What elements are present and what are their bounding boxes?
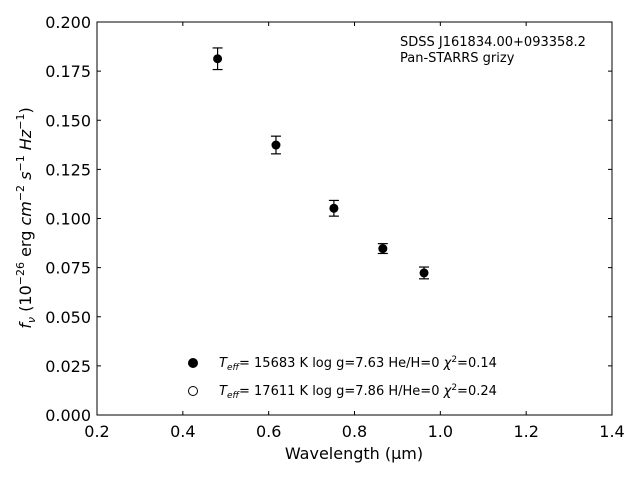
x-tick-label: 1.4 — [599, 422, 624, 441]
legend-marker-open — [188, 386, 198, 396]
data-point — [419, 266, 430, 280]
legend-entry-1: Teff= 15683 K log g=7.63 He/H=0 χ2=0.14 — [219, 355, 497, 373]
data-point — [270, 135, 281, 155]
data-marker — [419, 268, 429, 278]
y-tick-label: 0.150 — [45, 111, 91, 130]
data-point — [377, 243, 388, 255]
x-tick-label: 1.2 — [513, 422, 538, 441]
x-tick-label: 0.4 — [170, 422, 195, 441]
y-tick-label: 0.200 — [45, 13, 91, 32]
legend: Teff= 15683 K log g=7.63 He/H=0 χ2=0.14 … — [188, 355, 497, 401]
y-tick-label: 0.075 — [45, 259, 91, 278]
y-tick-label: 0.100 — [45, 210, 91, 229]
x-tick-label: 0.8 — [342, 422, 367, 441]
data-marker — [329, 203, 339, 213]
legend-marker-filled — [188, 358, 198, 368]
survey-annotation: Pan-STARRS grizy — [400, 51, 515, 66]
x-tick-label: 0.6 — [256, 422, 281, 441]
x-axis-label: Wavelength (μm) — [285, 444, 423, 463]
x-tick-label: 1.0 — [428, 422, 453, 441]
data-point — [328, 199, 339, 217]
y-tick-label: 0.050 — [45, 308, 91, 327]
axis-ticks: 0.2 0.4 0.6 0.8 1.0 1.2 1.4 0.000 0.025 0.050 0.07… — [45, 13, 625, 441]
x-tick-label: 0.2 — [84, 422, 109, 441]
data-marker — [378, 244, 388, 254]
object-annotation: SDSS J161834.00+093358.2 — [400, 35, 586, 50]
y-axis-label: fν (10−26 erg cm−2 s−1 Hz−1) — [14, 107, 38, 328]
y-tick-label: 0.025 — [45, 357, 91, 376]
data-marker — [213, 54, 223, 64]
y-tick-label: 0.000 — [45, 406, 91, 425]
data-points — [212, 47, 430, 280]
y-tick-label: 0.175 — [45, 62, 91, 81]
legend-entry-2: Teff= 17611 K log g=7.86 H/He=0 χ2=0.24 — [219, 383, 497, 401]
y-tick-label: 0.125 — [45, 160, 91, 179]
data-point — [212, 47, 223, 71]
data-marker — [271, 140, 281, 150]
